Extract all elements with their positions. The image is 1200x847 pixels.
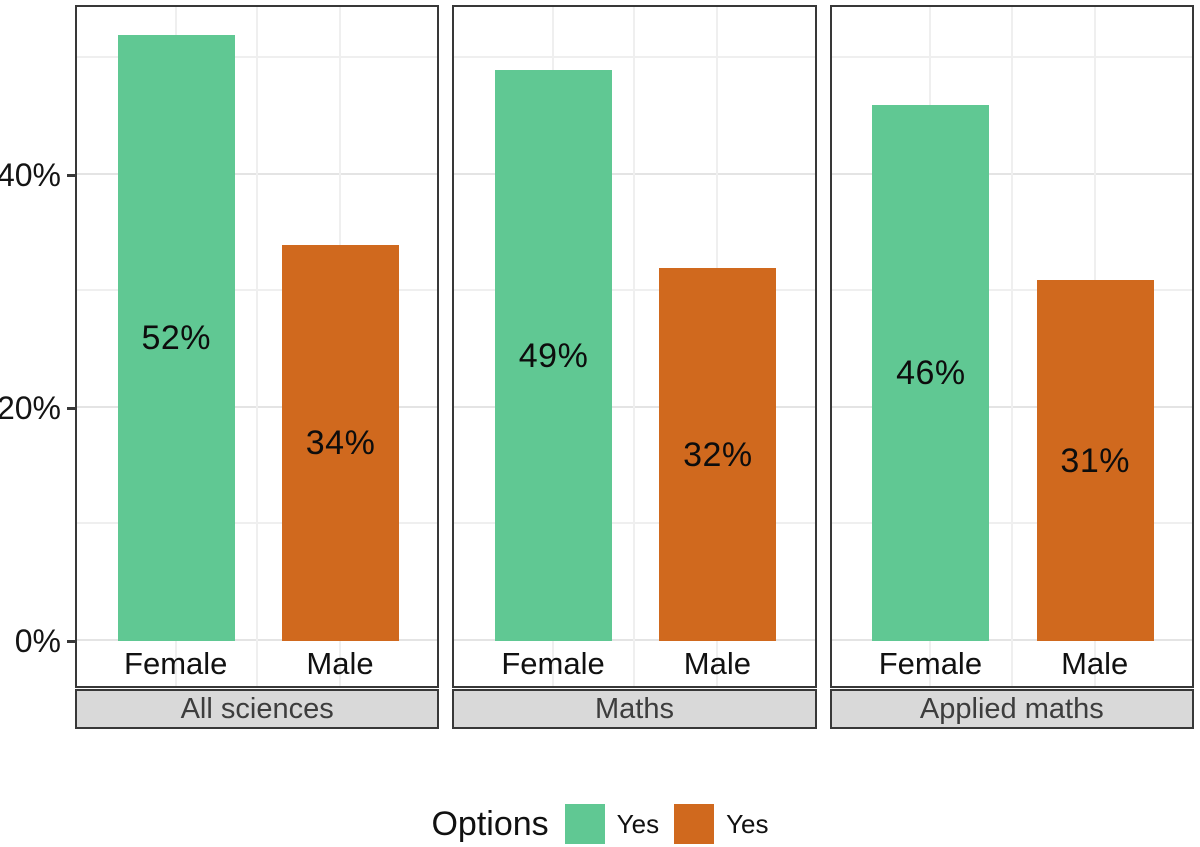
bar-value-label: 31% [1060, 441, 1130, 480]
legend-item-label: Yes [616, 809, 660, 839]
x-category-label-male: Male [683, 646, 751, 681]
bar-female-yes: 49% [495, 70, 613, 641]
plot-area: 52% 34% Female Male All sciences [75, 5, 1194, 729]
bar-female-yes: 46% [872, 105, 990, 641]
y-tick-label: 40% [0, 157, 61, 193]
bar-value-label: 52% [141, 319, 211, 357]
x-category-label-female: Female [124, 646, 228, 681]
bar-male-yes: 32% [659, 268, 777, 641]
gridline [633, 7, 636, 686]
y-tick-label: 0% [14, 623, 61, 659]
legend-item-yes-green: Yes [564, 804, 660, 844]
legend-title: Options [431, 805, 549, 843]
bar-value-label: 32% [683, 435, 753, 474]
bar-male-yes: 31% [1036, 280, 1154, 641]
facet-strip-label: All sciences [180, 692, 334, 725]
gridline [1010, 7, 1013, 686]
legend-swatch-orange [674, 804, 715, 844]
facet-strip-applied-maths: Applied maths [829, 689, 1194, 729]
facet-strip-maths: Maths [452, 689, 817, 729]
x-category-label-male: Male [1061, 646, 1129, 681]
legend: Options Yes Yes [0, 804, 1200, 844]
bar-female-yes: 52% [117, 35, 235, 641]
facet-strip-label: Maths [595, 692, 674, 725]
x-category-label-male: Male [306, 646, 374, 681]
panel-applied-maths: 46% 31% Female Male [829, 5, 1194, 688]
panel-maths: 49% 32% Female Male [452, 5, 817, 688]
gridline [256, 7, 259, 686]
x-category-label-female: Female [878, 646, 983, 681]
bar-value-label: 34% [305, 424, 376, 462]
facet-strip-all-sciences: All sciences [75, 689, 440, 729]
x-category-label-female: Female [501, 646, 605, 681]
facet-applied-maths: 46% 31% Female Male Applied maths [829, 5, 1194, 729]
bar-value-label: 49% [518, 336, 589, 375]
y-tick-mark [67, 174, 79, 177]
bar-male-yes: 34% [282, 245, 400, 641]
y-tick-mark [67, 640, 79, 643]
legend-item-label: Yes [726, 809, 769, 839]
legend-swatch-green [564, 804, 605, 844]
facet-all-sciences: 52% 34% Female Male All sciences [75, 5, 440, 729]
facet-maths: 49% 32% Female Male Maths [452, 5, 817, 729]
panel-all-sciences: 52% 34% Female Male [75, 5, 440, 688]
y-tick-label: 20% [0, 390, 61, 426]
y-tick-mark [67, 407, 79, 410]
bar-value-label: 46% [896, 354, 966, 392]
facet-strip-label: Applied maths [919, 692, 1104, 725]
legend-item-yes-orange: Yes [674, 804, 769, 844]
